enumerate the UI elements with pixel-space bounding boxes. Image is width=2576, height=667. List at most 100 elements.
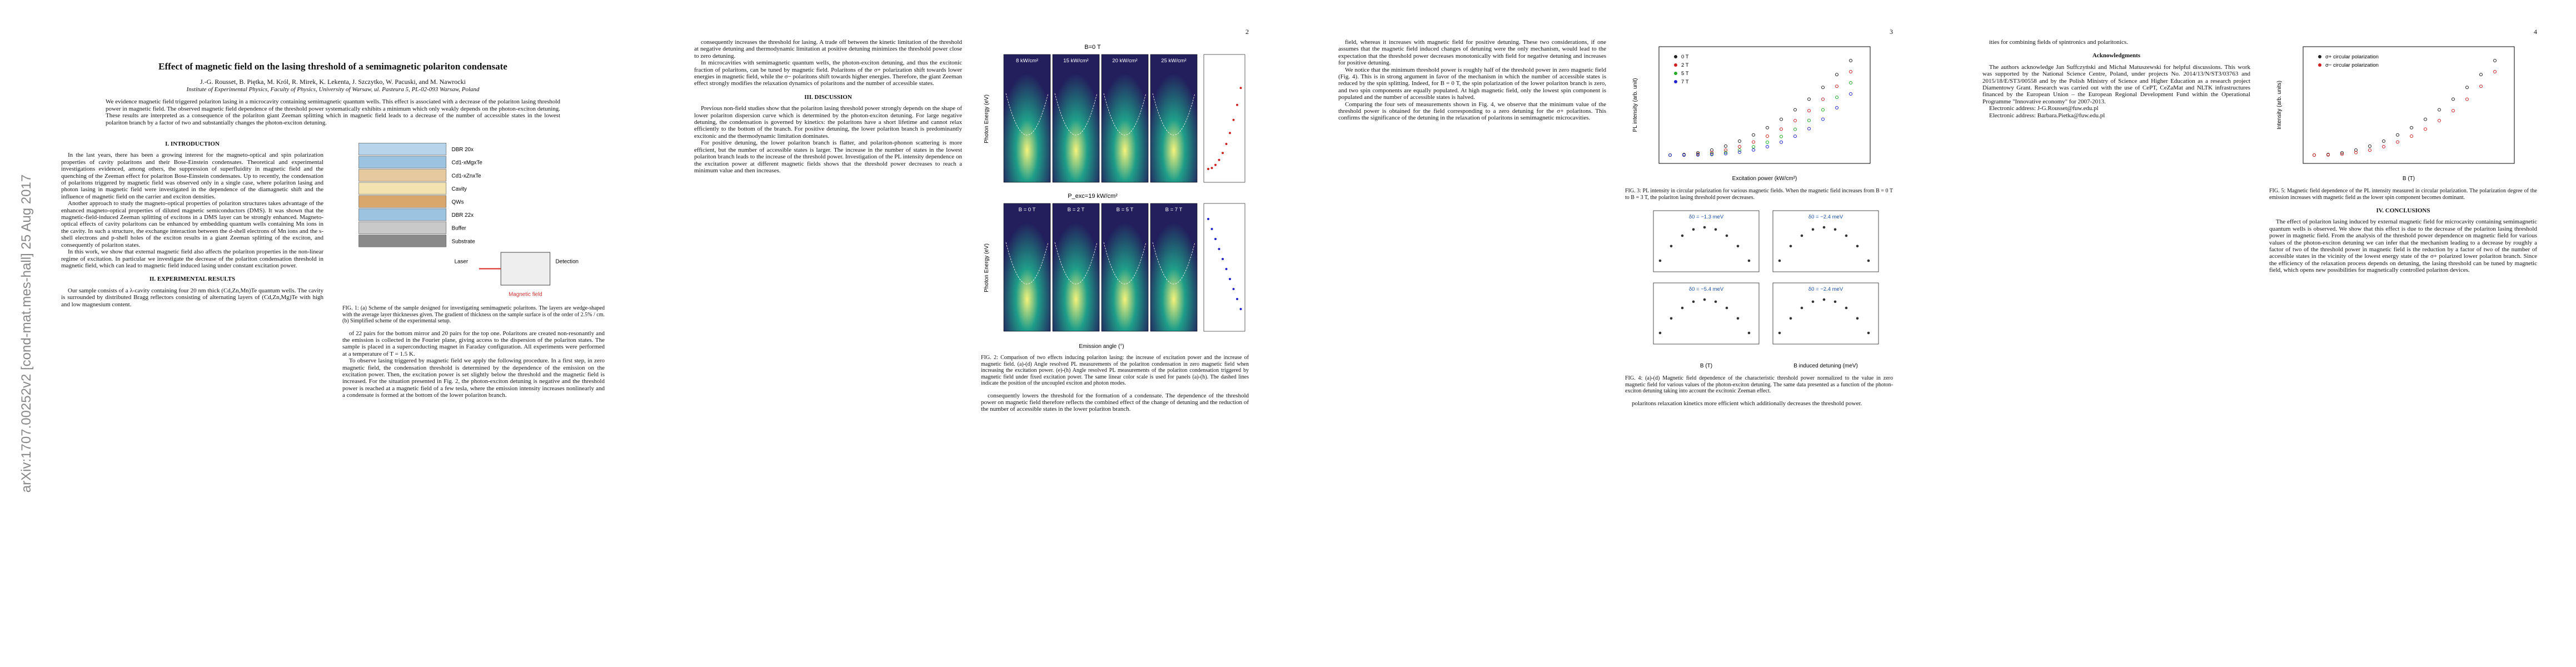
- decor-dot: [2438, 118, 2441, 122]
- paragraph: consequently increases the threshold for…: [694, 39, 962, 59]
- decor-dot: [1736, 317, 1740, 320]
- decor-dot: [1214, 238, 1217, 240]
- axis-label: PL intensity (arb. unit): [1632, 78, 1638, 132]
- panel: [1003, 203, 1051, 332]
- legend-dot: [2318, 63, 2321, 67]
- setup-label: Magnetic field: [509, 292, 542, 298]
- layer-label: Cd1-xZnxTe: [452, 173, 482, 179]
- decor-dot: [2396, 140, 2399, 144]
- decor-dot: [1766, 141, 1769, 145]
- decor-dot: [1780, 140, 1783, 144]
- axis-label: Excitation power (kW/cm²): [1732, 176, 1797, 182]
- column: PL intensity (arb. unit) Excitation power…: [1625, 39, 1893, 645]
- figure-caption: FIG. 4: (a)-(d) Magnetic field dependenc…: [1625, 375, 1893, 394]
- decor-dot: [1236, 298, 1238, 300]
- decor-dot: [1867, 331, 1870, 335]
- paragraph: polaritons relaxation kinetics more effi…: [1632, 400, 1862, 407]
- decor-dot: [1681, 306, 1684, 310]
- setup-label: Detection: [556, 259, 579, 265]
- decor-dot: [2396, 133, 2399, 137]
- decor-dot: [1710, 152, 1713, 156]
- decor-dot: [1692, 228, 1695, 231]
- legend-dot: [2318, 55, 2321, 58]
- decor-dot: [1725, 234, 1728, 237]
- decor-dot: [1845, 306, 1848, 310]
- decor-dot: [1821, 97, 1825, 101]
- figure-caption: FIG. 2: Comparison of two effects induci…: [981, 355, 1249, 386]
- decor-dot: [1239, 308, 1242, 310]
- layer-label: Cavity: [452, 186, 467, 192]
- figure: δ0 = −1.3 meV δ0 = −2.4 meV δ0 = −5.4 meV δ…: [1625, 206, 1893, 395]
- decor-dot: [1835, 84, 1838, 88]
- panel: [1052, 54, 1100, 183]
- authors: J.-G. Rousset, B. Piętka, M. Król, R. Mi…: [200, 78, 466, 86]
- decor-dot: [1822, 298, 1826, 301]
- paragraph: Electronic address: J-G.Rousset@fuw.edu.…: [1989, 105, 2099, 112]
- decor-dot: [1210, 228, 1213, 230]
- panel: [1052, 203, 1100, 332]
- legend-dot: [1674, 72, 1677, 75]
- panel-label: 15 kW/cm²: [1063, 58, 1088, 64]
- panel-label: 20 kW/cm²: [1112, 58, 1137, 64]
- side-plot: [1203, 54, 1245, 183]
- layer: [358, 235, 447, 247]
- dispersion: [1152, 242, 1195, 285]
- dispersion: [1152, 93, 1195, 136]
- figure-graphic: δ0 = −1.3 meV δ0 = −2.4 meV δ0 = −5.4 meV δ…: [1653, 210, 1879, 369]
- paragraph: We notice that the minimum threshold pow…: [1338, 66, 1606, 101]
- column: consequently increases the threshold for…: [694, 39, 962, 645]
- affiliation: Institute of Experimental Physics, Facul…: [186, 86, 480, 93]
- paragraph: consequently lowers the threshold for th…: [981, 392, 1249, 413]
- decor-dot: [2410, 135, 2413, 138]
- decor-dot: [1800, 234, 1803, 237]
- paper-page: 2 consequently increases the threshold fo…: [644, 0, 1288, 667]
- decor-dot: [1225, 143, 1228, 145]
- layer: [358, 221, 447, 234]
- decor-dot: [2465, 86, 2469, 89]
- decor-dot: [1232, 118, 1235, 121]
- decor-dot: [1752, 133, 1755, 137]
- column: field, whereas it increases with magneti…: [1338, 39, 1606, 645]
- decor-dot: [1210, 167, 1213, 170]
- axis-label: Photon Energy (eV): [984, 94, 990, 143]
- columns: ities for combining fields of spintronic…: [1982, 39, 2537, 645]
- decor-dot: [2326, 153, 2330, 157]
- decor-dot: [1789, 317, 1792, 320]
- panel: [1101, 203, 1149, 332]
- layer: [358, 208, 447, 221]
- decor-dot: [1736, 245, 1740, 248]
- panel: [1653, 282, 1760, 345]
- paragraph: To observe lasing triggered by magnetic …: [342, 357, 605, 399]
- decor-dot: [1821, 86, 1825, 89]
- decor-dot: [1849, 81, 1852, 84]
- page-number: 2: [1245, 28, 1249, 36]
- paragraph: Comparing the four sets of measurements …: [1338, 101, 1606, 122]
- decor-dot: [1668, 153, 1672, 157]
- decor-dot: [1856, 317, 1859, 320]
- figure-caption: FIG. 5: Magnetic field dependence of the…: [2269, 188, 2537, 201]
- column: Intensity (arb. units) B (T) σ+ circular p…: [2269, 39, 2537, 645]
- decor-dot: [1793, 118, 1797, 122]
- decor-dot: [1658, 331, 1662, 335]
- paragraph: In this work, we show that external magn…: [61, 248, 323, 269]
- paragraph: The effect of polariton lasing induced b…: [2269, 218, 2537, 274]
- decor-dot: [1222, 152, 1224, 155]
- column: I. INTRODUCTION In the last years, there …: [61, 134, 323, 645]
- decor-dot: [1849, 59, 1852, 62]
- decor-dot: [1821, 117, 1825, 121]
- decor-dot: [1807, 97, 1811, 101]
- panel-label: B = 2 T: [1068, 207, 1085, 213]
- columns: I. INTRODUCTION In the last years, there …: [61, 134, 605, 645]
- decor-dot: [1724, 152, 1727, 156]
- front-matter: Effect of magnetic field on the lasing t…: [83, 61, 582, 126]
- decor-dot: [1214, 163, 1217, 166]
- figure: PL intensity (arb. unit) Excitation power…: [1625, 41, 1893, 201]
- decor-dot: [1724, 144, 1727, 148]
- layer: [358, 169, 447, 182]
- decor-dot: [1793, 135, 1797, 138]
- page-number: [61, 28, 605, 39]
- column: ities for combining fields of spintronic…: [1982, 39, 2250, 645]
- section-heading: I. INTRODUCTION: [165, 141, 220, 147]
